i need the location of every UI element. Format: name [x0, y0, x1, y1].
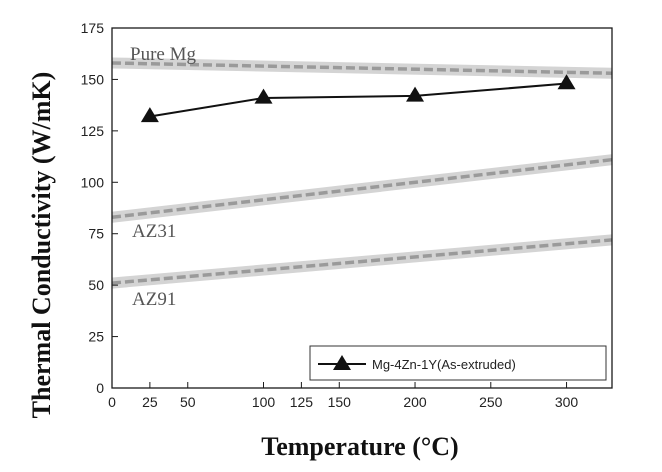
y-tick-label-0: 0 — [96, 380, 104, 396]
x-tick-label-100: 100 — [252, 394, 276, 410]
x-tick-label-125: 125 — [290, 394, 314, 410]
plot-frame — [111, 27, 613, 389]
legend: Mg-4Zn-1Y(As-extruded) — [309, 345, 607, 381]
reference-lines: Pure Mg AZ31 AZ91 — [111, 44, 613, 310]
pure-mg-reference-label: Pure Mg — [130, 44, 196, 65]
legend-marker-swatch — [333, 355, 351, 370]
x-tick-label-200: 200 — [403, 394, 427, 410]
az31-reference-label: AZ31 — [132, 221, 176, 242]
y-tick-label-25: 25 — [88, 329, 104, 345]
x-axis-title-suffix: ) — [450, 432, 459, 461]
x-axis-title-unit: °C — [421, 432, 450, 461]
data-point-100 — [254, 88, 273, 104]
x-tick-label-300: 300 — [555, 394, 579, 410]
x-tick-label-0: 0 — [108, 394, 116, 410]
y-tick-label-100: 100 — [81, 174, 105, 190]
y-axis-title: Thermal Conductivity (W/mK) — [27, 72, 56, 419]
az91-reference-label: AZ91 — [132, 289, 176, 310]
x-axis-title-prefix: Temperature ( — [261, 432, 421, 461]
y-tick-label-75: 75 — [88, 226, 104, 242]
pure-mg-reference-line — [111, 61, 613, 76]
y-tick-label-125: 125 — [81, 123, 105, 139]
data-series — [140, 74, 576, 123]
y-tick-label-175: 175 — [81, 20, 105, 36]
x-tick-label-250: 250 — [479, 394, 503, 410]
x-axis-title: Temperature (°C) — [261, 432, 458, 461]
y-tick-label-150: 150 — [81, 71, 105, 87]
y-tick-label-50: 50 — [88, 277, 104, 293]
x-tick-label-25: 25 — [142, 394, 158, 410]
legend-series-label: Mg-4Zn-1Y(As-extruded) — [372, 357, 516, 372]
az31-reference-line — [111, 157, 613, 219]
data-point-300 — [557, 74, 576, 90]
axes: 0 25 50 100 125 150 200 250 300 0 25 50 75 100 125 150 1… — [81, 20, 613, 410]
az91-reference-line — [111, 238, 613, 285]
data-point-25 — [140, 107, 159, 123]
data-point-200 — [406, 86, 425, 102]
series-line — [149, 82, 567, 118]
x-tick-label-150: 150 — [328, 394, 352, 410]
x-tick-label-50: 50 — [180, 394, 196, 410]
